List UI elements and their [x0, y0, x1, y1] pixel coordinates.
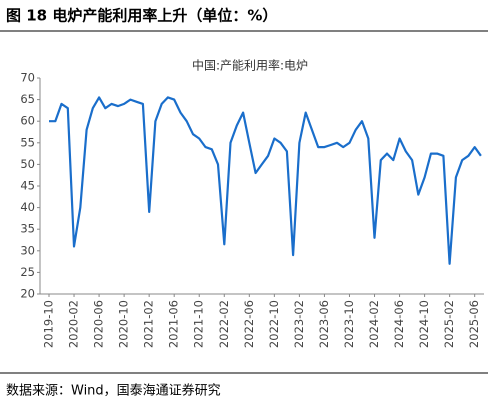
y-tick-label: 20 — [20, 287, 35, 301]
y-tick-label: 55 — [20, 135, 35, 149]
y-tick-label: 45 — [20, 179, 35, 193]
x-tick-label: 2023-06 — [317, 300, 331, 348]
chart-title: 图 18 电炉产能利用率上升（单位：%） — [6, 7, 277, 25]
x-tick-label: 2022-02 — [217, 300, 231, 348]
x-tick-label: 2024-10 — [417, 300, 431, 348]
y-tick-label: 30 — [20, 243, 35, 257]
source: 数据来源：Wind，国泰海通证券研究 — [6, 383, 221, 399]
y-tick-label: 25 — [20, 265, 35, 279]
x-tick-label: 2025-02 — [442, 300, 456, 348]
x-tick-label: 2023-10 — [342, 300, 356, 348]
x-tick-label: 2021-10 — [192, 300, 206, 348]
x-tick-label: 2023-02 — [292, 300, 306, 348]
y-tick-label: 60 — [20, 114, 35, 128]
x-tick-label: 2020-06 — [92, 300, 106, 348]
x-tick-label: 2025-06 — [467, 300, 481, 348]
x-tick-label: 2024-02 — [367, 300, 381, 348]
x-tick-label: 2019-10 — [42, 300, 56, 348]
x-tick-label: 2024-06 — [392, 300, 406, 348]
data-line — [49, 96, 482, 265]
y-tick-label: 35 — [20, 222, 35, 236]
x-tick-label: 2022-10 — [267, 300, 281, 348]
x-tick-label: 2020-10 — [117, 300, 131, 348]
x-tick-label: 2021-06 — [167, 300, 181, 348]
y-tick-label: 65 — [20, 92, 35, 106]
series-label: 中国:产能利用率:电炉 — [192, 58, 308, 73]
x-tick-label: 2021-02 — [142, 300, 156, 348]
x-tick-label: 2020-02 — [67, 300, 81, 348]
y-tick-label: 70 — [20, 71, 35, 85]
y-tick-label: 50 — [20, 157, 35, 171]
y-tick-label: 40 — [20, 200, 35, 214]
x-tick-label: 2022-06 — [242, 300, 256, 348]
